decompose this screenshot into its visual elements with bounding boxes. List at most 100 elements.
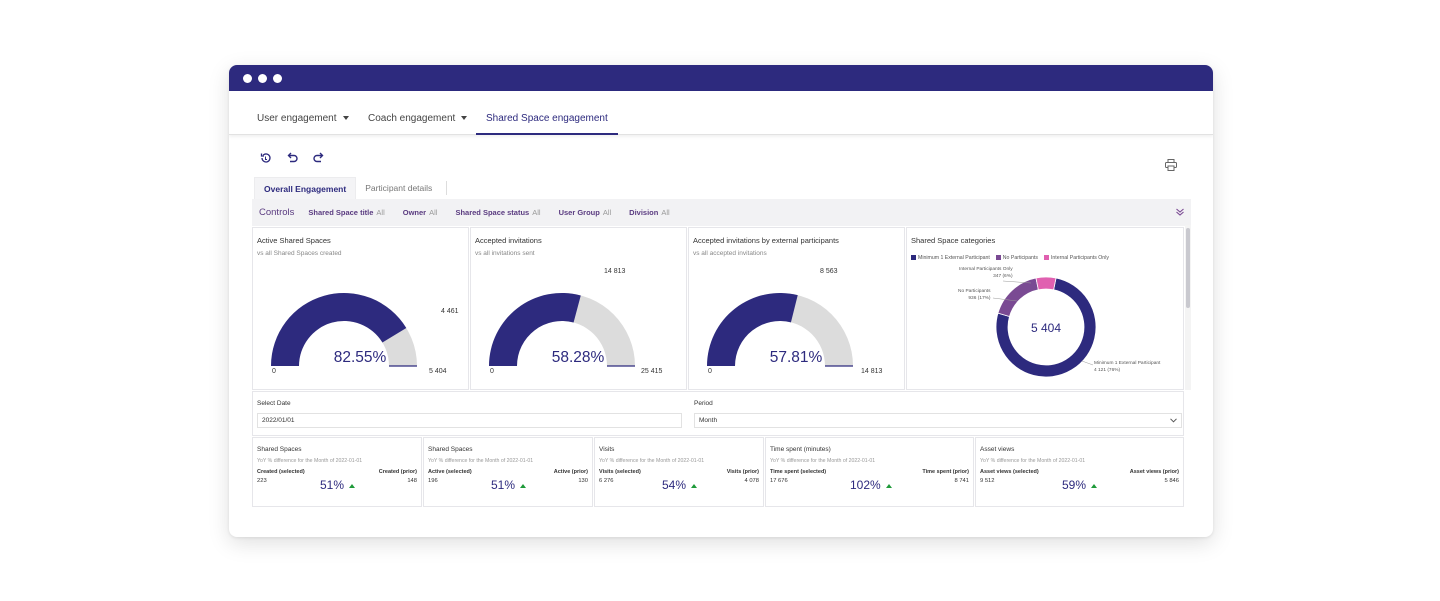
kpi-selected-value: 6 276 xyxy=(599,478,614,484)
donut-slice-label: No Participants 936 (17%) xyxy=(958,289,991,302)
tab-participant-details[interactable]: Participant details xyxy=(356,181,448,195)
tab-label: User engagement xyxy=(257,113,337,124)
legend-swatch xyxy=(995,255,1001,261)
filter-label: Shared Space status xyxy=(455,208,530,217)
kpi-percent-value: 102% xyxy=(850,478,881,492)
gauge-chart xyxy=(489,293,635,367)
kpi-prior-label: Time spent (prior) xyxy=(922,469,969,475)
kpi-card-asset-views: Asset views YoY % difference for the Mon… xyxy=(975,437,1184,507)
donut-leader-line xyxy=(1081,360,1094,366)
filter-value: All xyxy=(532,208,541,217)
kpi-prior-label: Visits (prior) xyxy=(726,469,759,475)
kpi-subtitle: YoY % difference for the Month of 2022-0… xyxy=(980,458,1086,464)
legend-swatch xyxy=(911,255,916,261)
panel-subtitle: vs all Shared Spaces created xyxy=(257,250,342,257)
window-dot-icon xyxy=(273,73,282,83)
kpi-title: Shared Spaces xyxy=(257,446,302,453)
kpi-prior-value: 4 078 xyxy=(744,478,759,484)
top-navigation: User engagement Coach engagement Shared … xyxy=(229,91,1213,135)
gauge-panel-accepted-invitations: Accepted invitations vs all invitations … xyxy=(470,227,687,390)
select-date-label: Select Date xyxy=(257,400,291,407)
kpi-percent: 102% xyxy=(850,478,892,492)
arrow-up-icon xyxy=(349,483,356,488)
gauge-panel-active-shared-spaces: Active Shared Spaces vs all Shared Space… xyxy=(252,227,469,390)
period-select[interactable]: Month xyxy=(694,413,1182,428)
gauge-value-label: 8 563 xyxy=(820,268,838,275)
undo-icon[interactable] xyxy=(285,151,299,165)
donut-center-value: 5 404 xyxy=(1031,321,1062,335)
kpi-card-shared-spaces-active: Shared Spaces YoY % difference for the M… xyxy=(423,437,593,507)
arrow-up-icon xyxy=(691,483,698,488)
window-titlebar xyxy=(229,65,1213,91)
gauge-max-label: 14 813 xyxy=(861,368,883,375)
kpi-prior-label: Asset views (prior) xyxy=(1129,469,1179,475)
slice-name: Minimum 1 External Participant xyxy=(1094,361,1161,366)
print-icon[interactable] xyxy=(1164,158,1178,172)
filter-value: All xyxy=(661,208,670,217)
tab-shared-space-engagement[interactable]: Shared Space engagement xyxy=(476,91,618,135)
kpi-title: Asset views xyxy=(980,446,1015,453)
expand-chevron-icon[interactable] xyxy=(1175,207,1185,217)
kpi-selected-label: Asset views (selected) xyxy=(980,469,1039,475)
tab-label: Shared Space engagement xyxy=(486,113,608,124)
donut-panel-shared-space-categories: Shared Space categories Minimum 1 Extern… xyxy=(906,227,1184,390)
filter-division[interactable]: Division All xyxy=(629,208,670,217)
gauge-percent: 58.28% xyxy=(551,349,605,366)
gauge-chart xyxy=(707,293,853,367)
kpi-selected-value: 223 xyxy=(257,478,267,484)
kpi-subtitle: YoY % difference for the Month of 2022-0… xyxy=(770,458,876,464)
controls-title[interactable]: Controls xyxy=(259,207,295,218)
kpi-selected-value: 9 512 xyxy=(980,478,995,484)
filter-user-group[interactable]: User Group All xyxy=(559,208,612,217)
arrow-up-icon xyxy=(885,483,892,488)
kpi-title: Visits xyxy=(599,446,615,453)
filter-label: Shared Space title xyxy=(308,208,374,217)
kpi-subtitle: YoY % difference for the Month of 2022-0… xyxy=(257,458,363,464)
kpi-percent: 54% xyxy=(662,478,698,492)
filter-shared-space-title[interactable]: Shared Space title All xyxy=(308,208,384,217)
kpi-title: Time spent (minutes) xyxy=(770,446,831,453)
legend-item[interactable]: Internal Participants Only xyxy=(1043,255,1109,261)
filter-owner[interactable]: Owner All xyxy=(403,208,438,217)
filter-label: User Group xyxy=(558,208,600,217)
tab-coach-engagement[interactable]: Coach engagement xyxy=(368,91,468,135)
reset-icon[interactable] xyxy=(259,151,273,165)
slice-value: 936 (17%) xyxy=(968,295,991,301)
gauge-percent: 57.81% xyxy=(769,349,823,366)
slice-value: 4 121 (76%) xyxy=(1094,367,1121,373)
legend-item[interactable]: Minimum 1 External Participant xyxy=(911,255,990,261)
tab-label: Coach engagement xyxy=(368,113,456,124)
tab-user-engagement[interactable]: User engagement xyxy=(257,91,349,135)
legend-label: Minimum 1 External Participant xyxy=(918,255,990,261)
legend-item[interactable]: No Participants xyxy=(995,255,1038,261)
kpi-percent-value: 59% xyxy=(1062,478,1087,492)
kpi-selected-value: 17 676 xyxy=(770,478,788,484)
scrollbar-thumb[interactable] xyxy=(1186,228,1190,308)
arrow-up-icon xyxy=(520,483,527,488)
gauge-max-label: 25 415 xyxy=(641,368,663,375)
chevron-down-icon xyxy=(1170,418,1177,423)
filter-value: All xyxy=(429,208,438,217)
gauge-fill xyxy=(489,293,581,366)
kpi-percent: 59% xyxy=(1062,478,1098,492)
kpi-selected-label: Visits (selected) xyxy=(599,469,641,475)
donut-slice-label: Internal Participants Only 347 (6%) xyxy=(959,267,1013,280)
gauge-percent: 82.55% xyxy=(333,349,387,366)
gauge-panel-external-invitations: Accepted invitations by external partici… xyxy=(688,227,905,390)
period-value: Month xyxy=(699,417,718,424)
window-dot-icon xyxy=(258,73,267,83)
panel-title: Accepted invitations xyxy=(475,236,542,245)
kpi-subtitle: YoY % difference for the Month of 2022-0… xyxy=(599,458,705,464)
gauge-min-label: 0 xyxy=(272,368,276,375)
select-date-input[interactable]: 2022/01/01 xyxy=(257,413,682,428)
tab-overall-engagement[interactable]: Overall Engagement xyxy=(254,177,357,199)
kpi-percent-value: 51% xyxy=(491,478,516,492)
gauge-value-label: 14 813 xyxy=(604,268,626,275)
kpi-prior-value: 8 741 xyxy=(954,478,969,484)
sub-tabs: Overall Engagement Participant details xyxy=(254,177,448,199)
filter-label: Owner xyxy=(402,208,427,217)
filter-shared-space-status[interactable]: Shared Space status All xyxy=(455,208,540,217)
gauge-fill xyxy=(707,293,798,366)
redo-icon[interactable] xyxy=(312,151,326,165)
slice-value: 347 (6%) xyxy=(993,273,1013,279)
